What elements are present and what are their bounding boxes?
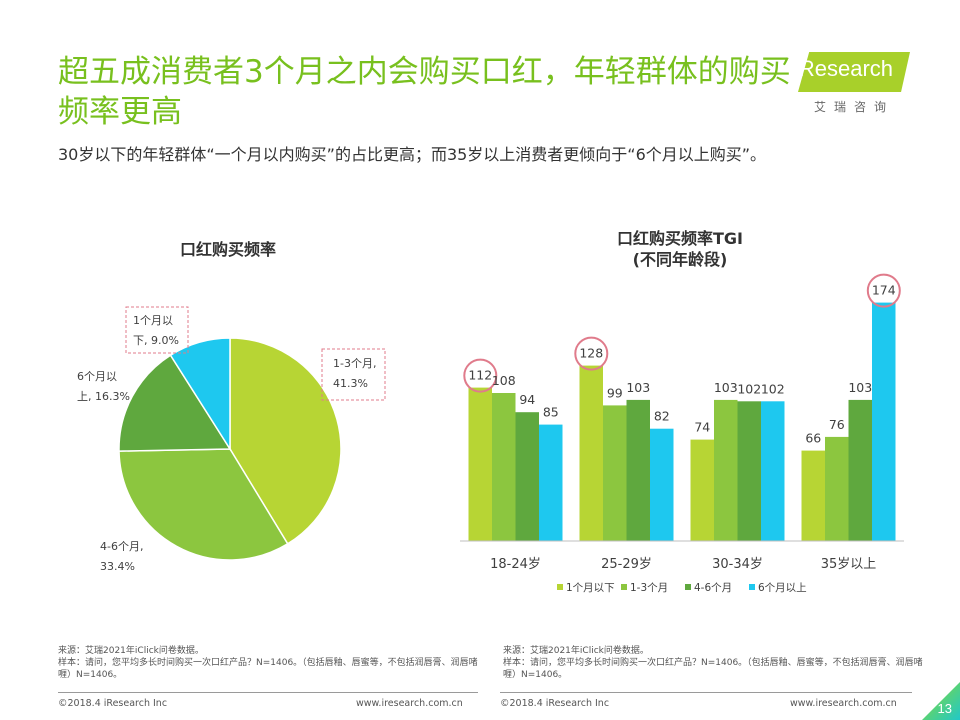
source-note-left: 来源：艾瑞2021年iClick问卷数据。 样本：请问，您平均多长时间购买一次口… bbox=[58, 645, 488, 681]
bar bbox=[801, 450, 825, 541]
legend-label: 1个月以下 bbox=[566, 582, 615, 594]
pie-data-label: 6个月以 bbox=[77, 370, 117, 383]
legend-swatch bbox=[557, 584, 563, 590]
pie-data-label: 1个月以 bbox=[133, 314, 173, 327]
bar bbox=[848, 399, 872, 541]
bar-data-label: 76 bbox=[829, 417, 845, 432]
footer-copyright-left: ©2018.4 iResearch Inc bbox=[58, 698, 168, 709]
footer-url-right[interactable]: www.iresearch.com.cn bbox=[790, 698, 897, 709]
legend-label: 6个月以上 bbox=[758, 582, 807, 594]
bar-data-label: 108 bbox=[492, 373, 516, 388]
pie-chart: 口红购买频率 1-3个月, 41.3% 4-6个月, 33.4% 6个月以上, 16.3%… bbox=[77, 240, 386, 573]
page-number: 13 bbox=[937, 701, 952, 716]
pie-data-label: 33.4% bbox=[100, 560, 135, 573]
bar bbox=[539, 424, 563, 542]
logo-mark bbox=[798, 52, 910, 92]
bar-chart-title: 口红购买频率TGI bbox=[617, 229, 743, 248]
legend-swatch bbox=[685, 584, 691, 590]
bar bbox=[825, 436, 849, 541]
bar bbox=[468, 387, 492, 541]
pie-data-label: 下, 9.0% bbox=[133, 334, 179, 347]
bar-data-label: 74 bbox=[694, 420, 710, 435]
bar-data-label: 66 bbox=[805, 431, 821, 446]
bar-data-label: 128 bbox=[579, 346, 603, 361]
page-subtitle: 30岁以下的年轻群体“一个月以内购买”的占比更高；而35岁以上消费者更倾向于“6… bbox=[58, 145, 767, 164]
pie-title: 口红购买频率 bbox=[180, 240, 276, 259]
pie-slice bbox=[169, 337, 231, 452]
bar bbox=[492, 393, 516, 541]
pie-slice bbox=[229, 337, 342, 545]
sample-line: 样本：请问，您平均多长时间购买一次口红产品？N=1406。（包括唇釉、唇蜜等，不… bbox=[503, 658, 923, 680]
bar-data-label: 102 bbox=[761, 381, 785, 396]
legend-label: 1-3个月 bbox=[630, 582, 668, 594]
x-tick-label: 35岁以上 bbox=[821, 557, 877, 572]
pie-label-highlight-box bbox=[321, 348, 386, 401]
x-tick-label: 25-29岁 bbox=[601, 557, 652, 572]
logo-subtitle: 艾瑞咨询 bbox=[813, 100, 894, 114]
pie-data-label: 上, 16.3% bbox=[77, 390, 130, 403]
footer-divider-right bbox=[500, 692, 912, 693]
bar-data-label: 99 bbox=[607, 385, 623, 400]
bar-chart-title: (不同年龄段) bbox=[633, 250, 728, 269]
bar-data-label: 94 bbox=[519, 392, 535, 407]
bar-data-label: 112 bbox=[468, 368, 492, 383]
source-note-right: 来源：艾瑞2021年iClick问卷数据。 样本：请问，您平均多长时间购买一次口… bbox=[503, 645, 933, 681]
bar bbox=[626, 399, 650, 541]
bar-data-label: 174 bbox=[872, 283, 896, 298]
bar-highlight-circle bbox=[574, 336, 609, 371]
footer-url-left[interactable]: www.iresearch.com.cn bbox=[356, 698, 463, 709]
bar bbox=[690, 439, 714, 541]
bar-highlight-circle bbox=[463, 358, 498, 393]
bar bbox=[650, 428, 674, 541]
x-tick-label: 18-24岁 bbox=[490, 557, 541, 572]
bar bbox=[579, 365, 603, 541]
source-line: 来源：艾瑞2021年iClick问卷数据。 bbox=[58, 646, 204, 656]
legend-swatch bbox=[621, 584, 627, 590]
bar bbox=[603, 405, 627, 541]
footer-divider-left bbox=[58, 692, 478, 693]
pie-label-highlight-box bbox=[125, 306, 189, 354]
bar-data-label: 102 bbox=[737, 381, 761, 396]
bar bbox=[872, 302, 896, 541]
pie-slice bbox=[118, 448, 289, 561]
bar bbox=[737, 401, 761, 541]
page-title: 超五成消费者3个月之内会购买口红，年轻群体的购买频率更高 bbox=[58, 54, 791, 130]
bar-highlight-circle bbox=[866, 273, 901, 308]
bar bbox=[714, 399, 738, 541]
bar-data-label: 103 bbox=[848, 380, 872, 395]
logo-wordmark: iResearch bbox=[794, 56, 894, 81]
bar-data-label: 103 bbox=[714, 380, 738, 395]
bar-data-label: 85 bbox=[543, 405, 559, 420]
legend-swatch bbox=[749, 584, 755, 590]
source-line: 来源：艾瑞2021年iClick问卷数据。 bbox=[503, 646, 649, 656]
sample-line: 样本：请问，您平均多长时间购买一次口红产品？N=1406。（包括唇釉、唇蜜等，不… bbox=[58, 658, 478, 680]
x-tick-label: 30-34岁 bbox=[712, 557, 763, 572]
charts-canvas: 口红购买频率 1-3个月, 41.3% 4-6个月, 33.4% 6个月以上, 16.3%… bbox=[77, 229, 904, 594]
bar-data-label: 103 bbox=[626, 380, 650, 395]
bar bbox=[761, 401, 785, 541]
bar bbox=[515, 412, 539, 541]
bar-data-label: 82 bbox=[654, 409, 670, 424]
pie-slice bbox=[118, 354, 232, 452]
pie-data-label: 41.3% bbox=[333, 377, 368, 390]
pie-data-label: 4-6个月, bbox=[100, 540, 143, 553]
pie-data-label: 1-3个月, bbox=[333, 357, 376, 370]
legend-label: 4-6个月 bbox=[694, 582, 732, 594]
footer-copyright-right: ©2018.4 iResearch Inc bbox=[500, 698, 610, 709]
iresearch-logo: iResearch 艾瑞咨询 bbox=[790, 46, 920, 116]
